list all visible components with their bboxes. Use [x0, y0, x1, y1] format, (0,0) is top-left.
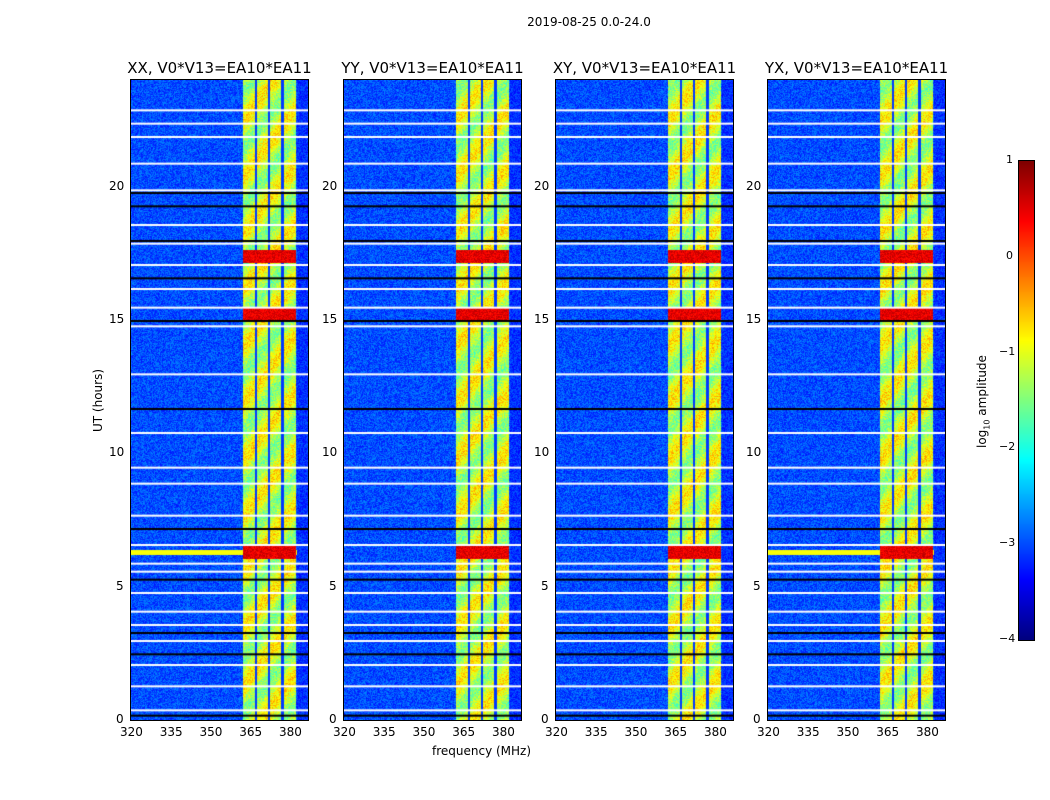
waterfall-panel: [343, 79, 522, 721]
x-tick-label: 350: [412, 725, 436, 739]
y-tick-label: 0: [329, 712, 337, 726]
y-tick-label: 0: [753, 712, 761, 726]
colorbar-label: log10 amplitude: [975, 355, 992, 448]
waterfall-panel: [767, 79, 946, 721]
x-tick-label: 335: [796, 725, 820, 739]
y-tick-label: 5: [329, 578, 337, 593]
y-tick-label: 5: [541, 578, 549, 593]
x-tick-label: 320: [120, 725, 143, 739]
y-tick-label: 10: [534, 445, 550, 460]
x-tick-label: 365: [239, 725, 263, 739]
y-tick-label: 5: [753, 578, 761, 593]
x-tick-label: 380: [491, 725, 515, 739]
x-tick-label: 320: [545, 725, 568, 739]
y-tick-label: 0: [541, 712, 549, 726]
y-tick-label: 10: [746, 445, 762, 460]
colorbar-tick-label: 1: [1006, 153, 1013, 166]
x-tick-label: 350: [624, 725, 648, 739]
y-tick-label: 0: [116, 712, 124, 726]
x-tick-label: 350: [836, 725, 860, 739]
x-tick-label: 365: [452, 725, 476, 739]
colorbar-tick-label: −2: [999, 440, 1016, 454]
heatmap-image: [768, 80, 945, 720]
y-tick-label: 15: [534, 312, 550, 326]
figure-title: 2019-08-25 0.0-24.0: [527, 15, 651, 29]
heatmap-image: [556, 80, 733, 720]
x-tick-label: 335: [584, 725, 608, 739]
waterfall-panel: [130, 79, 309, 721]
y-tick-label: 10: [109, 445, 125, 460]
x-tick-label: 335: [372, 725, 396, 739]
x-tick-label: 365: [664, 725, 688, 739]
panel-title: XY, V0*V13=EA10*EA11: [552, 59, 737, 77]
y-tick-label: 20: [109, 178, 125, 193]
colorbar-tick-label: −4: [999, 632, 1016, 645]
x-axis-label: frequency (MHz): [432, 744, 532, 758]
colorbar-tick-label: −3: [999, 536, 1016, 550]
x-tick-label: 350: [199, 725, 223, 739]
x-tick-label: 380: [915, 725, 939, 739]
panel-title: YY, V0*V13=EA10*EA11: [341, 59, 524, 77]
y-tick-label: 20: [322, 178, 338, 193]
x-tick-label: 380: [278, 725, 302, 739]
y-tick-label: 20: [534, 178, 550, 193]
heatmap-image: [344, 80, 521, 720]
y-tick-label: 5: [116, 578, 124, 593]
x-tick-label: 380: [703, 725, 727, 739]
y-tick-label: 20: [746, 178, 762, 193]
colorbar-tick-label: 0: [1006, 248, 1013, 262]
panel-title: XX, V0*V13=EA10*EA11: [127, 59, 312, 77]
colorbar: [1018, 160, 1035, 641]
panel-title: YX, V0*V13=EA10*EA11: [764, 59, 949, 77]
heatmap-image: [131, 80, 308, 720]
y-tick-label: 10: [322, 445, 338, 460]
x-tick-label: 335: [159, 725, 183, 739]
y-tick-label: 15: [746, 312, 762, 326]
x-tick-label: 320: [757, 725, 780, 739]
x-tick-label: 320: [333, 725, 356, 739]
y-tick-label: 15: [322, 312, 338, 326]
x-tick-label: 365: [876, 725, 900, 739]
y-tick-label: 15: [109, 312, 125, 326]
waterfall-panel: [555, 79, 734, 721]
y-axis-label: UT (hours): [91, 368, 105, 432]
colorbar-tick-label: −1: [999, 344, 1016, 358]
